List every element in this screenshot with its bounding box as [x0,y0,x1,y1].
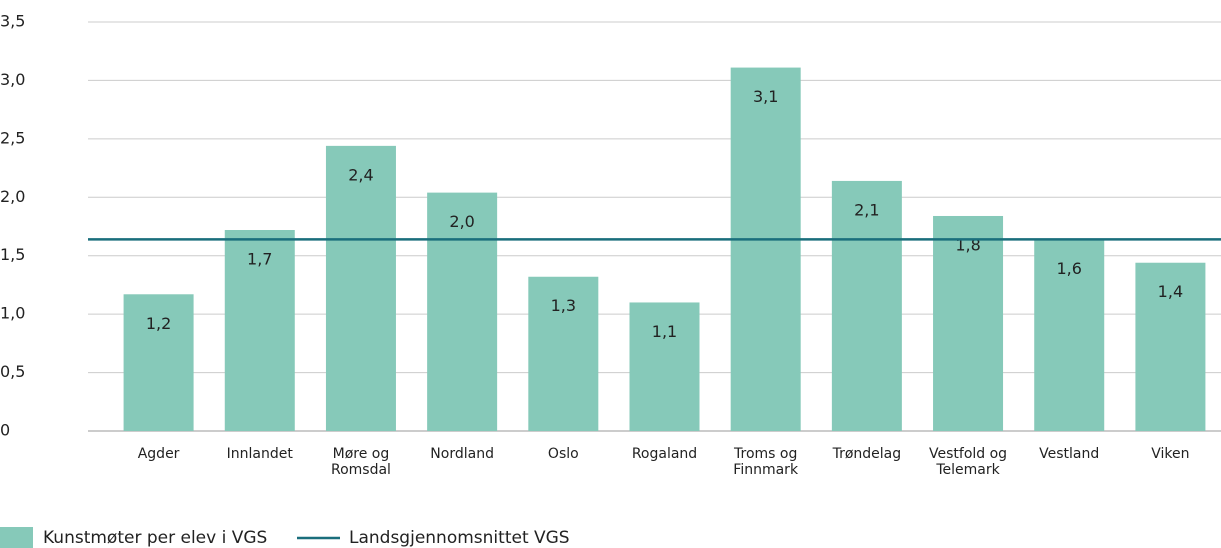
x-tick-label: Innlandet [227,446,294,462]
value-label: 1,2 [146,314,171,333]
y-tick-label: 2,5 [0,128,25,147]
bar [325,145,396,431]
bar [629,302,700,431]
value-label: 3,1 [753,87,778,106]
legend-label: Landsgjennomsnittet VGS [349,528,570,548]
x-tick-label: Møre og Romsdal [331,446,391,478]
x-tick-label: Trøndelag [832,446,902,462]
legend-label: Kunstmøter per elev i VGS [43,528,267,548]
bar [224,230,295,431]
y-tick-label: 3,0 [0,70,25,89]
x-tick-label: Troms og Finnmark [733,446,799,478]
y-tick-label: 0 [0,421,10,440]
value-label: 1,6 [1057,259,1082,278]
x-tick-label: Oslo [548,446,579,462]
bar [123,294,194,431]
y-tick-label: 1,0 [0,304,25,323]
value-label: 2,0 [449,212,474,231]
x-tick-label: Agder [138,446,180,462]
x-tick-label: Rogaland [632,446,697,462]
x-tick-label: Vestfold og Telemark [929,446,1007,478]
bar [730,67,801,432]
x-tick-label: Vestland [1039,446,1099,462]
y-tick-label: 1,5 [0,245,25,264]
bar [1034,239,1105,431]
y-tick-label: 3,5 [0,12,25,31]
y-tick-label: 0,5 [0,362,25,381]
x-tick-label: Nordland [430,446,494,462]
value-label: 1,4 [1158,282,1183,301]
y-tick-label: 2,0 [0,187,25,206]
value-label: 2,4 [348,165,373,184]
legend-swatch [0,527,33,548]
bar [427,192,498,431]
x-tick-label: Viken [1151,446,1189,462]
value-label: 1,7 [247,250,272,269]
bar [933,215,1004,431]
bar [528,276,599,431]
bar [1135,262,1206,431]
value-label: 1,3 [551,296,576,315]
bar [831,180,902,431]
value-label: 2,1 [854,200,879,219]
value-label: 1,1 [652,322,677,341]
